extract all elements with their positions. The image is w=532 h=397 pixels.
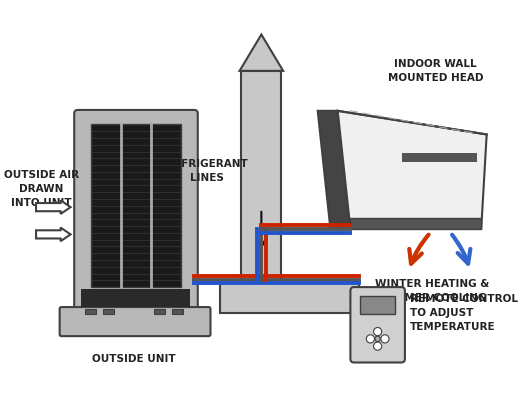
- Bar: [103, 309, 114, 314]
- Text: OUTSIDE UNIT: OUTSIDE UNIT: [93, 354, 176, 364]
- Bar: [220, 281, 360, 313]
- Circle shape: [381, 335, 389, 343]
- Circle shape: [373, 342, 382, 350]
- FancyArrow shape: [36, 227, 71, 241]
- Bar: [154, 309, 165, 314]
- Polygon shape: [338, 111, 487, 229]
- FancyBboxPatch shape: [60, 307, 211, 336]
- Bar: [402, 152, 477, 162]
- Circle shape: [375, 336, 380, 341]
- Text: INDOOR WALL
MOUNTED HEAD: INDOOR WALL MOUNTED HEAD: [388, 59, 484, 83]
- Text: WINTER HEATING &
SUMMER COOLING: WINTER HEATING & SUMMER COOLING: [375, 279, 489, 303]
- Bar: [242, 71, 281, 281]
- Bar: [351, 218, 481, 229]
- FancyArrow shape: [36, 200, 71, 214]
- Text: OUTSIDE AIR
DRAWN
INTO UNIT: OUTSIDE AIR DRAWN INTO UNIT: [4, 170, 79, 208]
- Bar: [360, 296, 395, 314]
- FancyBboxPatch shape: [74, 110, 198, 312]
- Circle shape: [367, 335, 375, 343]
- Bar: [85, 309, 96, 314]
- Text: REFRIGERANT
LINES: REFRIGERANT LINES: [166, 159, 248, 183]
- Bar: [81, 289, 190, 307]
- Polygon shape: [318, 111, 351, 229]
- Polygon shape: [239, 35, 283, 71]
- Text: REMOTE CONTROL
TO ADJUST
TEMPERATURE: REMOTE CONTROL TO ADJUST TEMPERATURE: [410, 295, 518, 332]
- Bar: [172, 309, 183, 314]
- FancyBboxPatch shape: [351, 287, 405, 362]
- Circle shape: [373, 328, 382, 336]
- Bar: [90, 124, 181, 287]
